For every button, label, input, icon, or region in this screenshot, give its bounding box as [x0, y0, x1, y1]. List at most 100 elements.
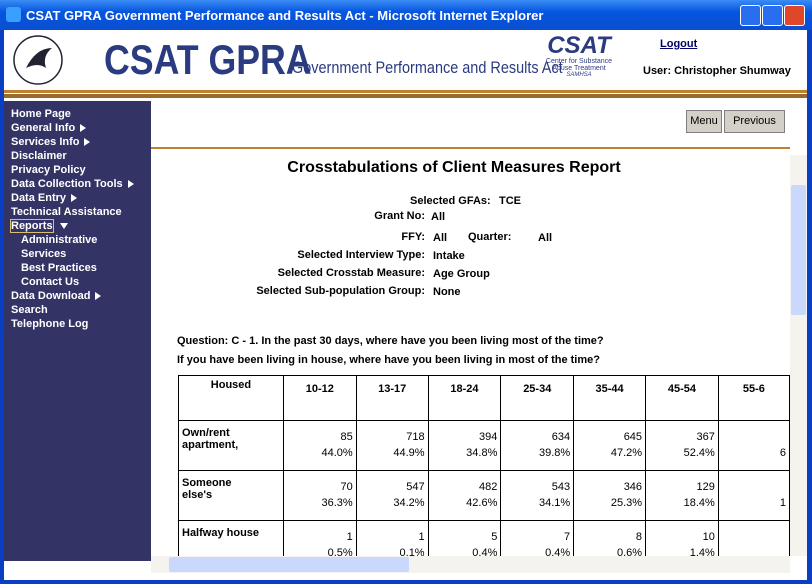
nav-link[interactable]: Search: [11, 304, 48, 316]
data-cell: 7 0.4%: [500, 520, 575, 556]
nav-link[interactable]: Data Download: [11, 290, 91, 302]
logout-link[interactable]: Logout: [660, 38, 698, 50]
previous-button[interactable]: Previous: [724, 110, 785, 133]
nav-arrow: [80, 124, 86, 132]
field-label: Selected Sub-population Group:: [256, 285, 425, 297]
cell-value: 482: [479, 481, 498, 493]
nav-link[interactable]: Data Entry: [11, 192, 67, 204]
data-cell: 10 1.4%: [645, 520, 719, 556]
cell-value: 34.1%: [538, 497, 571, 509]
nav-arrow: [84, 138, 90, 146]
data-cell: 543 34.1%: [500, 470, 575, 521]
nav-sublink[interactable]: Contact Us: [21, 276, 80, 288]
nav-link[interactable]: Reports: [10, 219, 54, 233]
logo-line: Abuse Treatment: [552, 65, 606, 72]
cell-value: 10: [702, 531, 715, 543]
nav-sublink[interactable]: Services: [21, 248, 67, 260]
cell-value: 7: [564, 531, 571, 543]
cell-value: 52.4%: [683, 447, 715, 459]
cell-value: 547: [406, 481, 425, 493]
data-cell: 394 34.8%: [427, 420, 502, 471]
nav-arrow: [128, 180, 134, 188]
row-label: Own/rent apartment,: [178, 420, 284, 471]
cell-value: 8: [635, 531, 643, 543]
field-label: Grant No:: [374, 210, 425, 222]
horizontal-scrollbar[interactable]: [151, 556, 790, 573]
cell-value: 42.6%: [466, 497, 498, 509]
column-header: 25-34: [500, 375, 575, 421]
field-label: Selected GFAs:: [410, 195, 491, 207]
column-header: 35-44: [573, 375, 647, 421]
maximize-button[interactable]: [762, 5, 783, 26]
nav-link[interactable]: Services Info: [11, 136, 80, 148]
nav-link[interactable]: Privacy Policy: [11, 164, 86, 176]
column-header: 13-17: [355, 375, 429, 421]
hhs-logo: [13, 35, 63, 85]
logo-name: CSAT: [547, 32, 611, 59]
table-row: Own/rent apartment, 85 44.0% 718 44.9% 394 34.8…: [178, 420, 790, 471]
minimize-button[interactable]: [740, 5, 761, 26]
brand: CSAT GPRA: [104, 36, 312, 83]
column-header: 55-6: [717, 375, 790, 421]
close-button[interactable]: [784, 5, 805, 26]
nav-arrow: [71, 194, 77, 202]
data-cell: 547 34.2%: [355, 470, 429, 521]
cell-value: 5: [491, 531, 498, 543]
data-cell: 5 0.4%: [427, 520, 502, 556]
nav-link[interactable]: Data Collection Tools: [11, 178, 123, 190]
cell-value: 0.4%: [472, 547, 498, 556]
menu-button[interactable]: Menu: [686, 110, 722, 133]
row-label: Someone else's: [178, 470, 284, 521]
nav-link[interactable]: Technical Assistance: [11, 206, 122, 218]
data-cell: 6: [717, 420, 790, 471]
data-cell: 482 42.6%: [427, 470, 502, 521]
cell-value: 129: [696, 481, 715, 493]
nav-sublink[interactable]: Best Practices: [21, 262, 97, 274]
cell-value: [722, 479, 786, 495]
field-value: All: [431, 211, 446, 223]
cell-value: 0.4%: [545, 547, 571, 556]
data-cell: [717, 520, 790, 556]
nav-sublink[interactable]: Administrative: [21, 234, 98, 246]
cell-value: 645: [623, 431, 643, 443]
ie-icon: [6, 7, 21, 22]
cell-value: 346: [623, 481, 643, 493]
data-cell: 1: [717, 470, 790, 521]
nav-arrow: [60, 223, 68, 229]
site-header: CSAT GPRA Government Performance and Res…: [4, 30, 807, 90]
header-row: Housed 10-12 13-17 18-24 25-34 35-44 45-54 55-6: [178, 375, 790, 421]
data-cell: 1 0.1%: [355, 520, 429, 556]
field-label: Selected Interview Type:: [297, 249, 425, 261]
nav-link[interactable]: Telephone Log: [11, 318, 89, 330]
window-title: CSAT GPRA Government Performance and Res…: [26, 8, 544, 23]
nav-link[interactable]: General Info: [11, 122, 76, 134]
cell-value: 39.8%: [538, 447, 571, 459]
row-label-line: else's: [182, 489, 213, 501]
field-label: Selected Crosstab Measure:: [277, 267, 425, 279]
cell-value: 0.6%: [616, 547, 643, 556]
data-cell: 367 52.4%: [645, 420, 719, 471]
cell-value: 36.3%: [321, 497, 353, 509]
csat-logo: CSAT Center for Substance Abuse Treatmen…: [539, 32, 619, 79]
divider: [151, 147, 790, 149]
data-cell: 129 18.4%: [645, 470, 719, 521]
question: If you have been living in house, where …: [177, 354, 600, 366]
field-value: Intake: [433, 250, 465, 262]
data-cell: 85 44.0%: [282, 420, 357, 471]
cell-value: [722, 545, 786, 556]
crosstab-table: Housed 10-12 13-17 18-24 25-34 35-44 45-54 55-6…: [178, 375, 790, 556]
cell-value: 367: [696, 431, 715, 443]
cell-value: 47.2%: [610, 447, 643, 459]
row-label-line: apartment,: [182, 439, 239, 451]
vertical-scrollbar[interactable]: [790, 155, 807, 556]
row-label: Halfway house: [178, 520, 284, 556]
nav-link[interactable]: Disclaimer: [11, 150, 67, 162]
cell-value: 634: [551, 431, 571, 443]
nav-link[interactable]: Home Page: [11, 108, 71, 120]
data-cell: 8 0.6%: [573, 520, 647, 556]
cell-value: 543: [551, 481, 571, 493]
cell-value: [722, 529, 786, 545]
cell-value: 44.0%: [321, 447, 353, 459]
browser-content: CSAT GPRA Government Performance and Res…: [4, 30, 807, 580]
column-header: 18-24: [427, 375, 502, 421]
